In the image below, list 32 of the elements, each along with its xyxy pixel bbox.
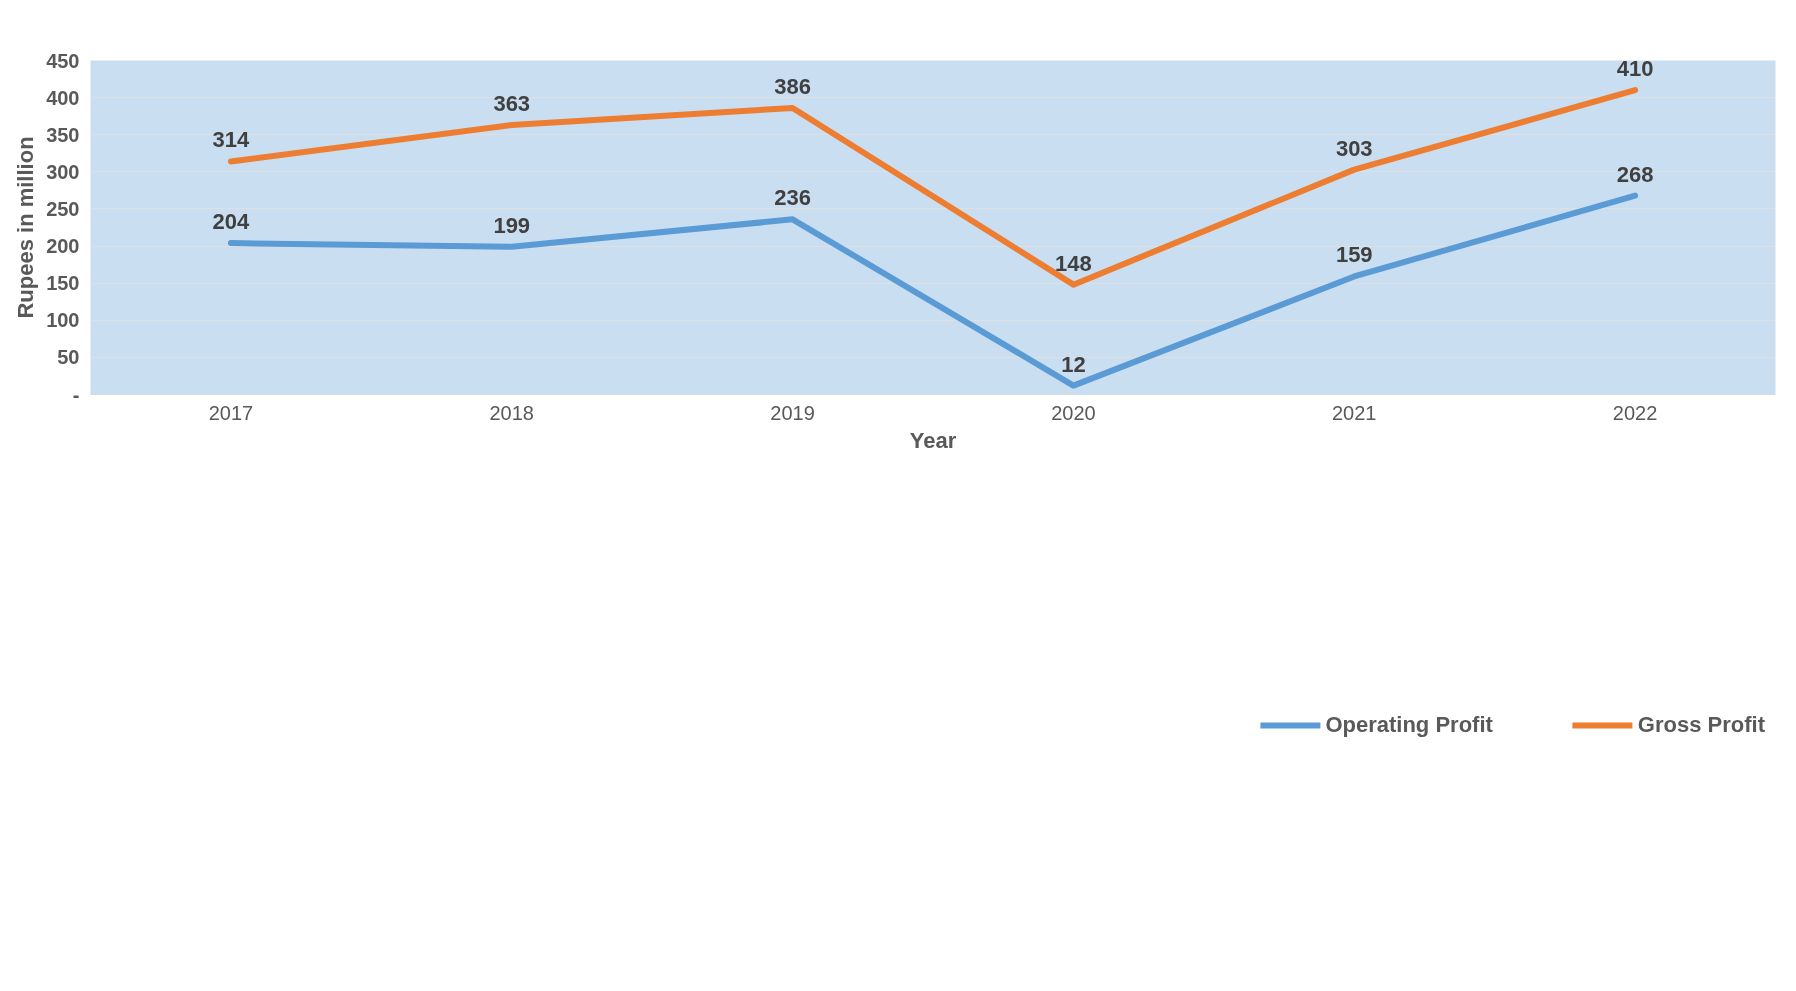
data-label: 303 <box>1335 135 1373 161</box>
x-axis-title: Year <box>909 427 957 453</box>
x-tick-label: 2022 <box>1612 401 1658 424</box>
data-label: 12 <box>1061 351 1086 377</box>
y-tick-label: 350 <box>46 123 80 146</box>
legend-label: Gross Profit <box>1637 712 1765 738</box>
data-label: 204 <box>212 209 251 235</box>
y-tick-label: - <box>72 383 80 406</box>
x-tick-label: 2020 <box>1051 401 1096 424</box>
data-label: 148 <box>1055 250 1092 276</box>
x-tick-label: 2018 <box>489 401 534 424</box>
data-label: 386 <box>774 74 811 99</box>
y-tick-label: 300 <box>46 160 80 183</box>
data-label: 268 <box>1616 161 1654 187</box>
y-tick-label: 250 <box>46 197 80 220</box>
data-label: 159 <box>1335 242 1373 268</box>
y-tick-label: 100 <box>46 309 80 332</box>
y-tick-label: 400 <box>46 86 80 109</box>
data-label: 314 <box>212 127 251 153</box>
y-axis-title: Rupees in million <box>13 136 39 319</box>
y-tick-label: 200 <box>46 235 80 258</box>
x-tick-label: 2017 <box>208 401 254 424</box>
y-tick-label: 150 <box>46 272 80 295</box>
data-label: 363 <box>493 91 531 117</box>
data-label: 199 <box>493 212 531 238</box>
data-label: 236 <box>774 185 811 211</box>
y-tick-label: 450 <box>46 49 80 72</box>
x-tick-label: 2021 <box>1332 401 1377 424</box>
x-tick-label: 2019 <box>770 401 815 424</box>
legend-label: Operating Profit <box>1325 712 1493 738</box>
data-label: 410 <box>1616 56 1654 82</box>
y-tick-label: 50 <box>57 346 80 369</box>
